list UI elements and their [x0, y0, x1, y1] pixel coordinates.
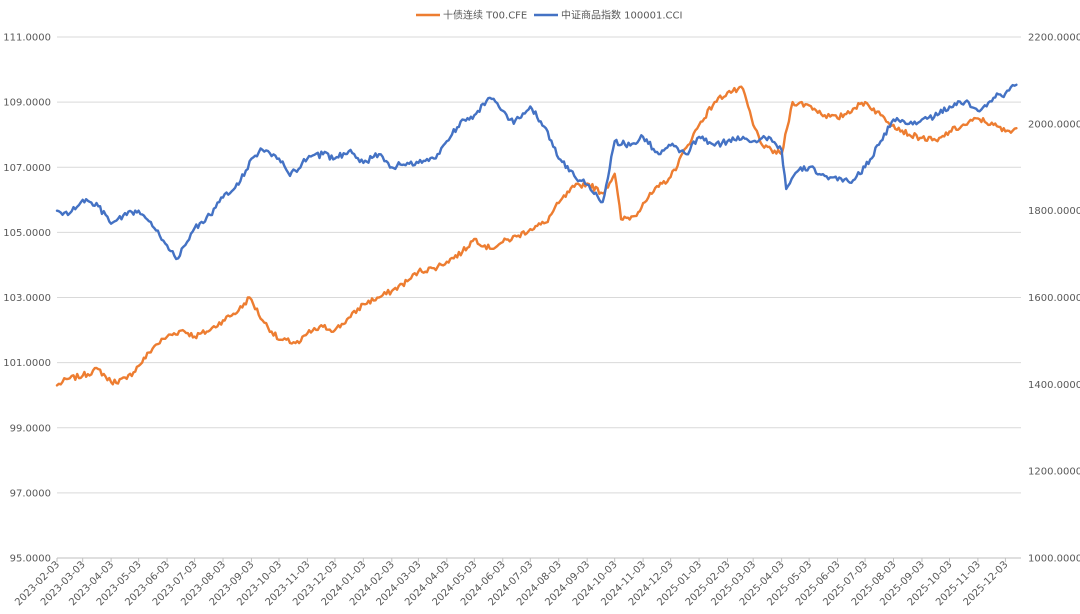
y-left-tick-label: 109.0000: [3, 98, 51, 109]
y-left-tick-label: 99.0000: [10, 423, 51, 434]
y-left-tick-label: 101.0000: [3, 358, 51, 369]
legend-label: 中证商品指数 100001.CCI: [561, 9, 682, 22]
y-axis-right: 1000.0000 1200.0000 1400.0000 1600.0000 1800…: [1028, 33, 1080, 565]
legend: 十债连续 T00.CFE 中证商品指数 100001.CCI: [416, 9, 682, 22]
grid: [57, 36, 1021, 559]
legend-label: 十债连续 T00.CFE: [443, 9, 527, 22]
series-line-commodity-index: [55, 83, 1018, 261]
y-axis-left: 95.0000 97.0000 99.0000 101.0000 103.0000 105…: [3, 33, 51, 565]
y-left-tick-label: 103.0000: [3, 293, 51, 304]
y-left-tick-label: 111.0000: [3, 33, 51, 44]
y-right-tick-label: 2000.0000: [1028, 119, 1080, 130]
y-left-tick-label: 107.0000: [3, 163, 51, 174]
y-left-tick-label: 105.0000: [3, 228, 51, 239]
series-line-bond-futures: [55, 85, 1018, 387]
y-right-tick-label: 1400.0000: [1028, 380, 1080, 391]
y-left-tick-label: 95.0000: [10, 554, 51, 565]
y-right-tick-label: 1800.0000: [1028, 206, 1080, 217]
y-right-tick-label: 2200.0000: [1028, 33, 1080, 44]
x-axis: 2023-02-032023-03-032023-04-032023-05-03…: [13, 557, 1021, 608]
y-right-tick-label: 1600.0000: [1028, 293, 1080, 304]
y-right-tick-label: 1200.0000: [1028, 467, 1080, 478]
y-left-tick-label: 97.0000: [10, 488, 51, 499]
series-group: [55, 83, 1018, 387]
y-right-tick-label: 1000.0000: [1028, 554, 1080, 565]
